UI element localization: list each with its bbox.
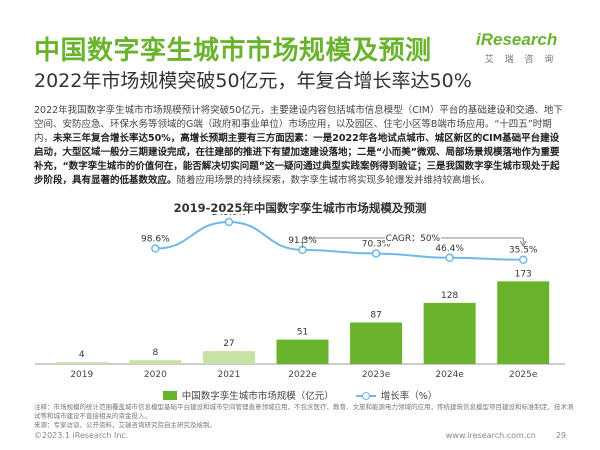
category-label-2023e: 2023e	[362, 370, 391, 380]
legend-bar-label: 中国数字孪生城市市场规模（亿元）	[181, 391, 334, 402]
body-text-part1: 2022年我国数字孪生城市市场规模预计将突破50亿元，主要建设内容包括城市信息模…	[34, 105, 563, 144]
bar-label-2020: 8	[152, 348, 158, 358]
chart-legend: 中国数字孪生城市市场规模（亿元） 增长率（%）	[0, 388, 600, 402]
iresearch-logo: iResearch 艾 瑞 咨 询	[476, 30, 566, 66]
bar-label-2019: 4	[79, 350, 85, 360]
body-text-bold: 未来三年复合增长率达50%，高增长预期主要有三方面因素：一是2022年各地试点城…	[34, 133, 560, 186]
category-label-2022e: 2022e	[288, 370, 317, 380]
bar-2023e	[350, 322, 403, 364]
legend-bar-swatch	[162, 390, 177, 400]
page-number: 29	[555, 431, 566, 440]
growth-label-2020: 98.6%	[141, 235, 170, 245]
note-line: 注释：市场规模的统计范围覆盖城市信息模型基础平台建设和城市空间管理善意领域应用，…	[34, 403, 574, 420]
bar-label-2024e: 128	[441, 291, 458, 301]
category-label-2025e: 2025e	[509, 370, 538, 380]
growth-point-2021	[224, 217, 234, 227]
bar-2021	[202, 351, 255, 364]
growth-rate-line	[155, 220, 524, 261]
growth-point-2020	[151, 244, 160, 253]
chart-title: 2019-2025年中国数字孪生城市市场规模及预测	[173, 201, 427, 215]
cagr-label: CAGR：50%	[386, 234, 441, 244]
chart-notes: 注释：市场规模的统计范围覆盖城市信息模型基础平台建设和城市空间管理善意领域应用，…	[34, 403, 574, 430]
legend-item-bar: 中国数字孪生城市市场规模（亿元）	[162, 388, 334, 402]
body-paragraph: 2022年我国数字孪生城市市场规模预计将突破50亿元，主要建设内容包括城市信息模…	[34, 104, 566, 188]
footer-copyright: ©2023.1 iResearch Inc.	[34, 431, 129, 440]
bar-label-2021: 27	[223, 339, 234, 349]
growth-point-2024e	[445, 253, 454, 263]
bar-label-2025e: 173	[515, 269, 532, 279]
bar-2024e	[423, 302, 476, 364]
category-label-2019: 2019	[70, 370, 93, 380]
growth-label-2021: 249.0%	[212, 214, 247, 218]
growth-point-2023e	[371, 249, 381, 258]
growth-label-2025e: 35.5%	[509, 246, 538, 256]
logo-text: iResearch	[476, 30, 558, 49]
category-label-2024e: 2024e	[435, 370, 464, 380]
logo-subtext: 艾 瑞 咨 询	[484, 55, 558, 65]
category-label-2020: 2020	[144, 370, 167, 380]
category-label-2021: 2021	[217, 370, 240, 380]
bar-2025e	[497, 281, 550, 364]
footer-url: www.iresearch.com.cn	[445, 431, 536, 440]
legend-item-line: 增长率（%）	[355, 388, 438, 402]
market-size-chart: 4 2019 8 2020 27 2021 51 2022e 87 2023e 128 2024e 17…	[35, 214, 565, 380]
bar-2020	[129, 360, 182, 364]
page-title: 中国数字孪生城市市场规模及预测	[34, 36, 432, 66]
growth-label-2023e: 70.3%	[362, 240, 391, 250]
legend-line-label: 增长率（%）	[380, 391, 438, 402]
footer-right: www.iresearch.com.cn 29	[446, 431, 566, 440]
bar-label-2023e: 87	[370, 310, 381, 320]
growth-label-2024e: 46.4%	[435, 244, 464, 254]
bar-2022e	[276, 339, 329, 364]
source-line: 来源：专家访谈、公开资料，艾瑞咨询研究院自主研究及绘制。	[34, 421, 216, 429]
growth-point-2025e	[518, 255, 528, 264]
cagr-arrow-icon	[519, 240, 527, 247]
legend-line-swatch	[355, 391, 376, 400]
page-subtitle: 2022年市场规模突破50亿元，年复合增长率达50%	[34, 70, 472, 92]
cagr-label-bg	[384, 230, 441, 244]
bar-2019	[55, 362, 108, 364]
body-text-part2: 随着应用场景的持续探索，数字孪生城市将实现多轮爆发并维持较高增长。	[176, 175, 491, 186]
bar-label-2022e: 51	[297, 328, 308, 338]
